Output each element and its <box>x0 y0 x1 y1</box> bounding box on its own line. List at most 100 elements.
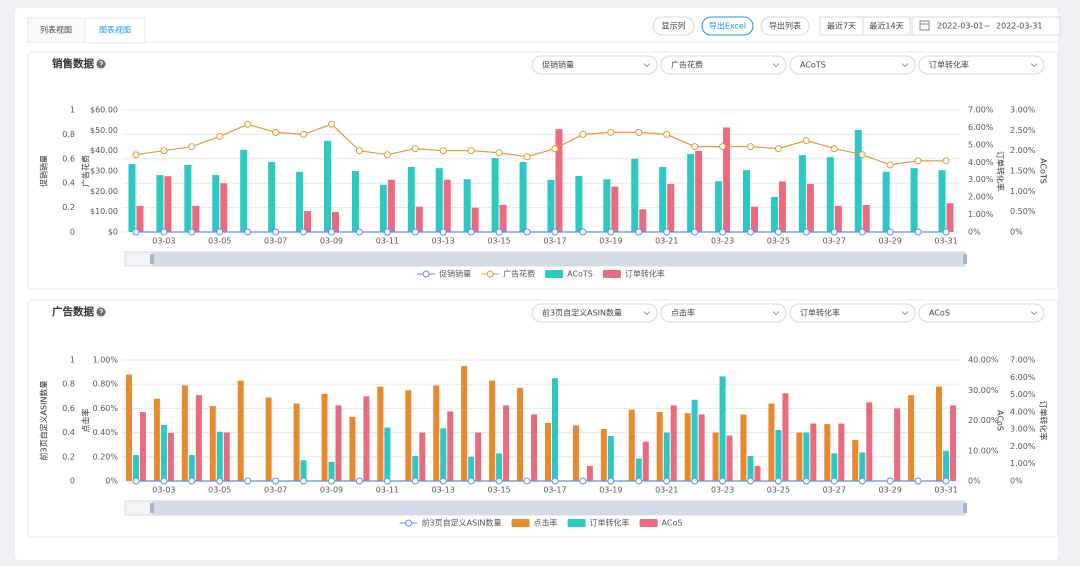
button-label[interactable]: 导出Excel <box>709 21 746 31</box>
line-point <box>886 161 894 169</box>
legend-label[interactable]: 前3页自定义ASIN数量 <box>422 518 502 528</box>
legend-label[interactable]: ACoTS <box>567 270 593 279</box>
bar <box>379 184 387 232</box>
legend-icon <box>486 270 494 278</box>
line-point <box>802 137 810 144</box>
zoom-handle[interactable] <box>963 254 967 264</box>
line-point <box>328 477 335 485</box>
zoom-handle[interactable] <box>150 254 154 264</box>
line-point <box>551 477 559 485</box>
dropdown-label[interactable]: ACoS <box>929 309 950 318</box>
x-tick-label: 03-19 <box>599 486 622 495</box>
dropdown[interactable] <box>660 55 787 75</box>
bar <box>296 171 304 232</box>
bar <box>908 395 915 481</box>
legend-icon <box>639 519 658 527</box>
bar <box>852 439 859 481</box>
date-end[interactable]: 2022-03-31 <box>996 22 1043 31</box>
bar <box>384 427 391 481</box>
bar <box>351 171 359 232</box>
legend-label[interactable]: ACoS <box>662 519 683 528</box>
button-label[interactable]: 最近7天 <box>827 21 856 31</box>
dropdown-label[interactable]: ACoTS <box>800 61 826 70</box>
bar <box>555 129 563 232</box>
dropdown-label[interactable]: 前3页自定义ASIN数量 <box>542 308 622 318</box>
y-axis-title: ACoTS <box>1039 158 1048 184</box>
x-tick-label: 03-11 <box>376 237 399 246</box>
date-picker[interactable] <box>911 16 1061 36</box>
bar <box>936 386 943 481</box>
chevron <box>643 63 651 68</box>
legend-icon <box>405 519 413 527</box>
button[interactable] <box>701 16 754 36</box>
tab-label[interactable]: 列表视图 <box>40 25 72 35</box>
legend-label[interactable]: 订单转化率 <box>625 269 665 279</box>
dropdown-label[interactable]: 点击率 <box>671 308 695 318</box>
legend-label[interactable]: 广告花费 <box>503 269 535 279</box>
bar <box>212 175 220 232</box>
y-tick-label: 0% <box>968 228 981 237</box>
bar <box>910 168 918 232</box>
bar <box>778 181 786 232</box>
x-tick-label: 03-23 <box>711 237 734 246</box>
line-point <box>383 228 391 236</box>
dropdown[interactable] <box>789 55 916 75</box>
y-tick-label: 30.00% <box>968 386 999 395</box>
dropdown-label[interactable]: 订单转化率 <box>800 308 840 318</box>
button[interactable] <box>862 16 911 36</box>
line-point <box>188 143 196 151</box>
y-tick-label: 0.6 <box>62 154 75 163</box>
dropdown[interactable] <box>531 55 658 75</box>
bar <box>415 206 423 232</box>
button[interactable] <box>652 16 695 36</box>
date-start[interactable]: 2022-03-01 <box>937 22 984 31</box>
legend-label[interactable]: 点击率 <box>534 518 558 528</box>
bar <box>639 209 647 232</box>
tab-active[interactable] <box>84 17 146 44</box>
zoom-range[interactable] <box>152 252 965 266</box>
y-tick-label: 10.00% <box>968 446 999 455</box>
bar <box>407 166 415 232</box>
line-point <box>719 143 727 151</box>
tab-label[interactable]: 图表视图 <box>99 25 131 35</box>
line-point <box>607 228 615 236</box>
line-point <box>774 145 782 153</box>
zoom-range[interactable] <box>152 501 965 515</box>
zoom-handle[interactable] <box>150 503 154 513</box>
chevron <box>772 311 780 316</box>
dropdown-label[interactable]: 广告花费 <box>671 60 703 70</box>
bar <box>782 393 789 481</box>
y-tick-label: 3.00% <box>1010 425 1036 434</box>
dropdown[interactable] <box>531 303 658 323</box>
line-point <box>439 477 447 485</box>
dropdown[interactable] <box>660 303 787 323</box>
y-tick-label: 6.00% <box>1010 373 1036 382</box>
y-tick-label: 0.80% <box>93 380 119 389</box>
calendar-icon <box>919 20 930 31</box>
y-tick-label: 0 <box>70 477 75 486</box>
bar <box>723 127 731 232</box>
y-tick-label: 0% <box>968 477 981 486</box>
y-tick-label: 0.20% <box>93 452 119 461</box>
line-point <box>635 228 643 236</box>
button-label[interactable]: 显示列 <box>662 21 686 31</box>
zoom-handle[interactable] <box>963 503 967 513</box>
dropdown[interactable] <box>789 303 916 323</box>
dropdown[interactable] <box>918 303 1045 323</box>
bar <box>332 211 339 232</box>
line-point <box>244 477 252 485</box>
dropdown-label[interactable]: 促销销量 <box>542 60 574 70</box>
line-point <box>635 128 643 136</box>
button-label[interactable]: 导出列表 <box>769 21 801 31</box>
legend-label[interactable]: 订单转化率 <box>590 518 630 528</box>
dropdown[interactable] <box>918 55 1045 75</box>
y-tick-label: 2.00% <box>968 193 994 202</box>
dropdown-label[interactable]: 订单转化率 <box>929 60 969 70</box>
bar <box>164 176 172 232</box>
button-label[interactable]: 最近14天 <box>869 21 903 31</box>
y-axis-title: 促销销量 <box>39 155 49 187</box>
x-tick-label: 03-17 <box>543 237 566 246</box>
button[interactable] <box>760 16 810 36</box>
line-point <box>383 477 391 485</box>
legend-label[interactable]: 促销销量 <box>439 269 471 279</box>
